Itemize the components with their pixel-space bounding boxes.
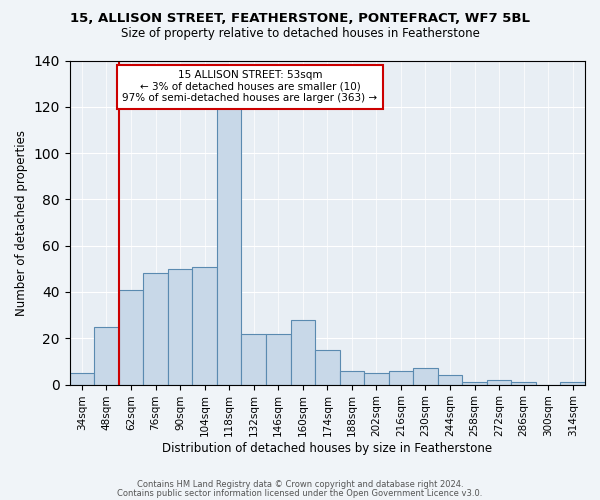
Text: 15, ALLISON STREET, FEATHERSTONE, PONTEFRACT, WF7 5BL: 15, ALLISON STREET, FEATHERSTONE, PONTEF… (70, 12, 530, 26)
Bar (462, 382, 487, 384)
Y-axis label: Number of detached properties: Number of detached properties (15, 130, 28, 316)
Bar (193, 266, 217, 384)
Bar (413, 368, 438, 384)
Bar (438, 376, 462, 384)
Bar (340, 370, 364, 384)
X-axis label: Distribution of detached houses by size in Featherstone: Distribution of detached houses by size … (162, 442, 493, 455)
Bar (389, 370, 413, 384)
Bar (364, 373, 389, 384)
Bar (290, 320, 315, 384)
Bar (168, 269, 193, 384)
Bar (315, 350, 340, 384)
Bar (241, 334, 266, 384)
Bar (266, 334, 290, 384)
Bar (560, 382, 585, 384)
Text: Contains public sector information licensed under the Open Government Licence v3: Contains public sector information licen… (118, 488, 482, 498)
Text: 15 ALLISON STREET: 53sqm
← 3% of detached houses are smaller (10)
97% of semi-de: 15 ALLISON STREET: 53sqm ← 3% of detache… (122, 70, 377, 103)
Bar (119, 290, 143, 384)
Bar (143, 274, 168, 384)
Bar (511, 382, 536, 384)
Bar (217, 84, 241, 384)
Bar (70, 373, 94, 384)
Bar (487, 380, 511, 384)
Text: Contains HM Land Registry data © Crown copyright and database right 2024.: Contains HM Land Registry data © Crown c… (137, 480, 463, 489)
Text: Size of property relative to detached houses in Featherstone: Size of property relative to detached ho… (121, 28, 479, 40)
Bar (94, 326, 119, 384)
